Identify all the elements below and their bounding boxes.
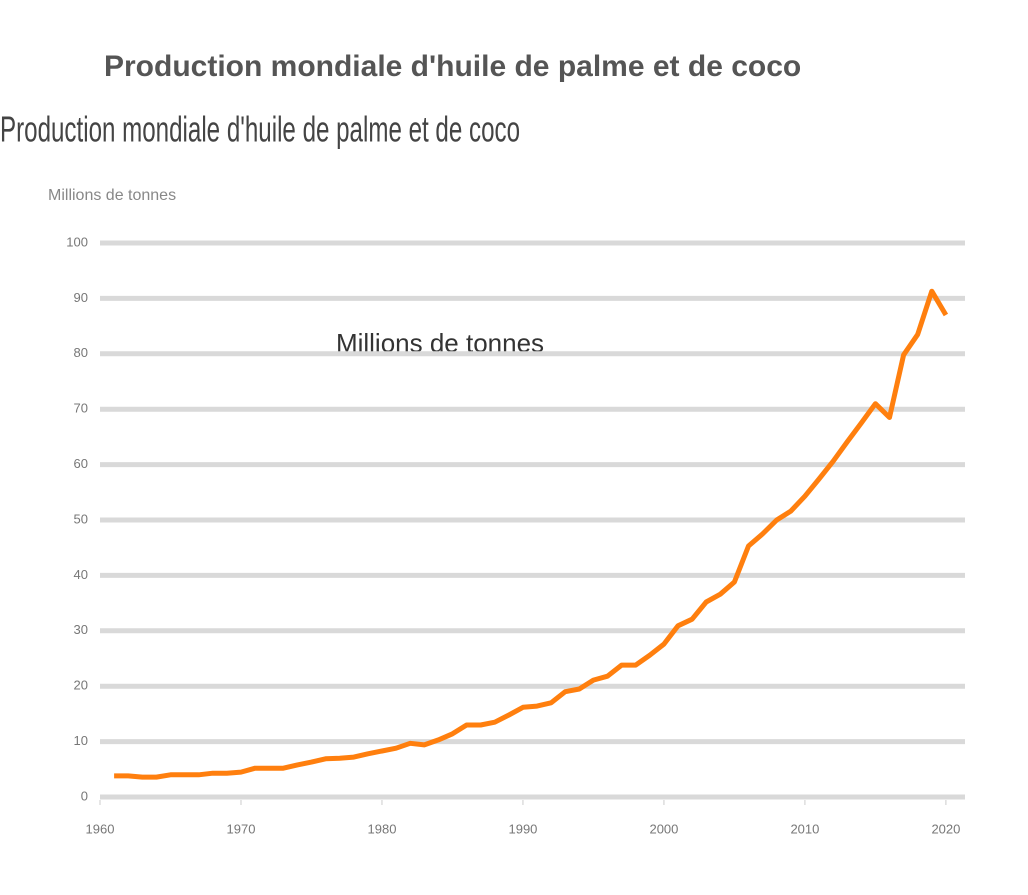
y-tick-label: 0 (81, 788, 88, 803)
y-tick-label: 60 (74, 456, 88, 471)
y-tick-label: 90 (74, 290, 88, 305)
x-tick-label: 1960 (86, 821, 115, 836)
chart-heading: Production mondiale d'huile de palme et … (0, 109, 520, 150)
chart-title: Production mondiale d'huile de palme et … (104, 50, 801, 83)
y-tick-label: 80 (74, 345, 88, 360)
y-tick-label: 30 (74, 622, 88, 637)
x-tick-label: 2010 (790, 821, 819, 836)
x-tick-label: 2000 (649, 821, 678, 836)
y-tick-label: 70 (74, 401, 88, 416)
y-tick-label: 10 (74, 733, 88, 748)
y-tick-label: 40 (74, 567, 88, 582)
y-tick-label: 50 (74, 511, 88, 526)
x-tick-label: 2020 (931, 821, 960, 836)
y-tick-label: 100 (66, 234, 88, 249)
x-tick-label: 1970 (227, 821, 256, 836)
x-tick-label: 1990 (508, 821, 537, 836)
y-tick-label: 20 (74, 678, 88, 693)
x-tick-label: 1980 (368, 821, 397, 836)
data-line (114, 288, 949, 780)
y-axis-label: Millions de tonnes (48, 187, 176, 204)
